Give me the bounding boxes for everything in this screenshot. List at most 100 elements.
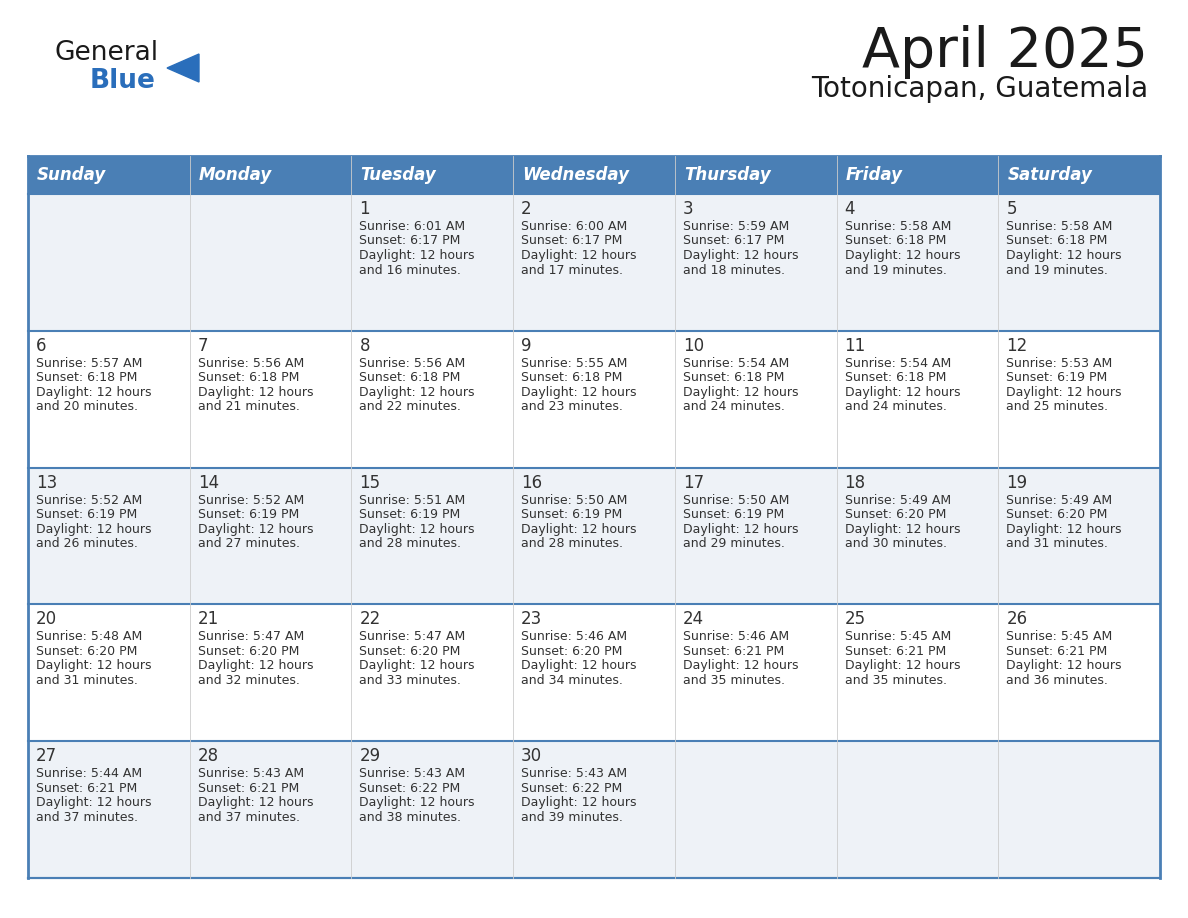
Text: and 16 minutes.: and 16 minutes. [360,263,461,276]
Text: Daylight: 12 hours: Daylight: 12 hours [1006,659,1121,672]
Bar [998,194,1159,330]
Text: Tuesday: Tuesday [360,166,436,184]
Text: Sunset: 6:19 PM: Sunset: 6:19 PM [197,508,299,521]
Text: 9: 9 [522,337,532,354]
Text: Sunrise: 5:56 AM: Sunrise: 5:56 AM [197,357,304,370]
Text: Monday: Monday [198,166,272,184]
Text: Blue: Blue [90,68,156,94]
Text: Daylight: 12 hours: Daylight: 12 hours [522,796,637,809]
Text: Sunrise: 5:53 AM: Sunrise: 5:53 AM [1006,357,1112,370]
Text: Daylight: 12 hours: Daylight: 12 hours [360,659,475,672]
Text: Daylight: 12 hours: Daylight: 12 hours [522,386,637,398]
Text: 2: 2 [522,200,532,218]
Text: 3: 3 [683,200,694,218]
Text: and 37 minutes.: and 37 minutes. [197,811,299,823]
Text: 29: 29 [360,747,380,766]
Text: and 38 minutes.: and 38 minutes. [360,811,461,823]
Text: and 17 minutes.: and 17 minutes. [522,263,624,276]
Text: Sunrise: 6:01 AM: Sunrise: 6:01 AM [360,220,466,233]
Text: Sunset: 6:18 PM: Sunset: 6:18 PM [845,371,946,385]
Text: Sunset: 6:19 PM: Sunset: 6:19 PM [522,508,623,521]
Bar [352,330,513,467]
Text: Daylight: 12 hours: Daylight: 12 hours [845,386,960,398]
Bar [352,156,513,194]
Bar [836,467,998,604]
Text: 27: 27 [36,747,57,766]
Text: Sunset: 6:18 PM: Sunset: 6:18 PM [845,234,946,248]
Text: Daylight: 12 hours: Daylight: 12 hours [845,522,960,535]
Text: 21: 21 [197,610,219,629]
Bar [352,604,513,741]
Text: Sunset: 6:19 PM: Sunset: 6:19 PM [1006,371,1107,385]
Text: and 26 minutes.: and 26 minutes. [36,537,138,550]
Text: 1: 1 [360,200,369,218]
Bar [675,156,836,194]
Text: Daylight: 12 hours: Daylight: 12 hours [360,522,475,535]
Text: Sunset: 6:17 PM: Sunset: 6:17 PM [360,234,461,248]
Text: Sunday: Sunday [37,166,106,184]
Bar [675,604,836,741]
Bar [998,330,1159,467]
Text: Daylight: 12 hours: Daylight: 12 hours [845,249,960,262]
Text: 19: 19 [1006,474,1028,492]
Text: and 21 minutes.: and 21 minutes. [197,400,299,413]
Text: and 35 minutes.: and 35 minutes. [845,674,947,687]
Text: and 22 minutes.: and 22 minutes. [360,400,461,413]
Text: 6: 6 [36,337,46,354]
Bar [190,156,352,194]
Bar [998,741,1159,878]
Text: Sunrise: 5:54 AM: Sunrise: 5:54 AM [683,357,789,370]
Text: Sunset: 6:20 PM: Sunset: 6:20 PM [360,645,461,658]
Text: 12: 12 [1006,337,1028,354]
Text: and 32 minutes.: and 32 minutes. [197,674,299,687]
Text: and 25 minutes.: and 25 minutes. [1006,400,1108,413]
Text: and 23 minutes.: and 23 minutes. [522,400,623,413]
Text: and 36 minutes.: and 36 minutes. [1006,674,1108,687]
Text: Daylight: 12 hours: Daylight: 12 hours [845,659,960,672]
Text: Sunrise: 5:49 AM: Sunrise: 5:49 AM [845,494,950,507]
Text: 18: 18 [845,474,866,492]
Text: Sunrise: 5:48 AM: Sunrise: 5:48 AM [36,631,143,644]
Text: Sunset: 6:20 PM: Sunset: 6:20 PM [197,645,299,658]
Text: Sunset: 6:17 PM: Sunset: 6:17 PM [683,234,784,248]
Text: 25: 25 [845,610,866,629]
Polygon shape [168,54,200,82]
Text: Daylight: 12 hours: Daylight: 12 hours [1006,386,1121,398]
Bar [352,741,513,878]
Text: and 31 minutes.: and 31 minutes. [36,674,138,687]
Text: Friday: Friday [846,166,903,184]
Bar [190,741,352,878]
Text: Sunrise: 5:50 AM: Sunrise: 5:50 AM [522,494,627,507]
Text: Sunset: 6:21 PM: Sunset: 6:21 PM [683,645,784,658]
Text: and 34 minutes.: and 34 minutes. [522,674,623,687]
Bar [998,604,1159,741]
Text: 17: 17 [683,474,704,492]
Text: 24: 24 [683,610,704,629]
Text: Daylight: 12 hours: Daylight: 12 hours [360,249,475,262]
Text: Daylight: 12 hours: Daylight: 12 hours [197,796,314,809]
Text: Daylight: 12 hours: Daylight: 12 hours [197,386,314,398]
Text: Daylight: 12 hours: Daylight: 12 hours [197,522,314,535]
Text: Sunrise: 5:56 AM: Sunrise: 5:56 AM [360,357,466,370]
Text: Sunrise: 6:00 AM: Sunrise: 6:00 AM [522,220,627,233]
Text: and 30 minutes.: and 30 minutes. [845,537,947,550]
Bar [998,156,1159,194]
Text: and 39 minutes.: and 39 minutes. [522,811,623,823]
Text: General: General [55,40,159,66]
Bar [836,194,998,330]
Text: Sunrise: 5:58 AM: Sunrise: 5:58 AM [845,220,950,233]
Text: 28: 28 [197,747,219,766]
Text: Daylight: 12 hours: Daylight: 12 hours [522,522,637,535]
Text: Daylight: 12 hours: Daylight: 12 hours [683,659,798,672]
Text: Sunrise: 5:51 AM: Sunrise: 5:51 AM [360,494,466,507]
Text: Sunset: 6:20 PM: Sunset: 6:20 PM [36,645,138,658]
Text: Daylight: 12 hours: Daylight: 12 hours [360,796,475,809]
Text: Wednesday: Wednesday [523,166,630,184]
Bar [675,467,836,604]
Text: and 24 minutes.: and 24 minutes. [845,400,947,413]
Bar [513,604,675,741]
Text: and 28 minutes.: and 28 minutes. [522,537,624,550]
Bar [352,467,513,604]
Text: Daylight: 12 hours: Daylight: 12 hours [683,386,798,398]
Text: 20: 20 [36,610,57,629]
